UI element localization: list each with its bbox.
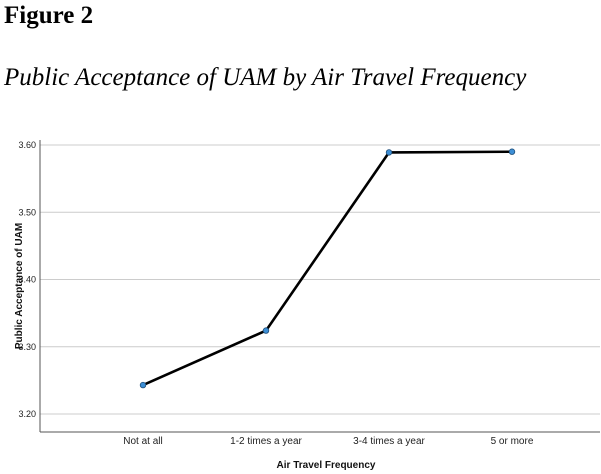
data-point: [385, 149, 393, 156]
x-tick-label: 3-4 times a year: [353, 436, 425, 447]
figure-label: Figure 2: [4, 2, 94, 29]
data-point: [139, 381, 147, 389]
y-tick-label: 3.60: [18, 140, 36, 150]
series-line: [142, 150, 513, 387]
figure-title: Public Acceptance of UAM by Air Travel F…: [4, 64, 527, 91]
x-tick-label: 1-2 times a year: [230, 436, 302, 447]
y-tick-label: 3.20: [18, 409, 36, 419]
y-tick-label: 3.40: [18, 275, 36, 285]
x-axis-label: Air Travel Frequency: [277, 460, 376, 471]
data-point: [262, 327, 270, 334]
y-tick-label: 3.30: [18, 342, 36, 352]
y-tick-label: 3.50: [18, 207, 36, 217]
data-point: [508, 148, 516, 155]
x-tick-label: Not at all: [123, 436, 162, 447]
x-tick-label: 5 or more: [491, 436, 534, 447]
y-axis-label: Public Acceptance of UAM: [14, 223, 25, 349]
